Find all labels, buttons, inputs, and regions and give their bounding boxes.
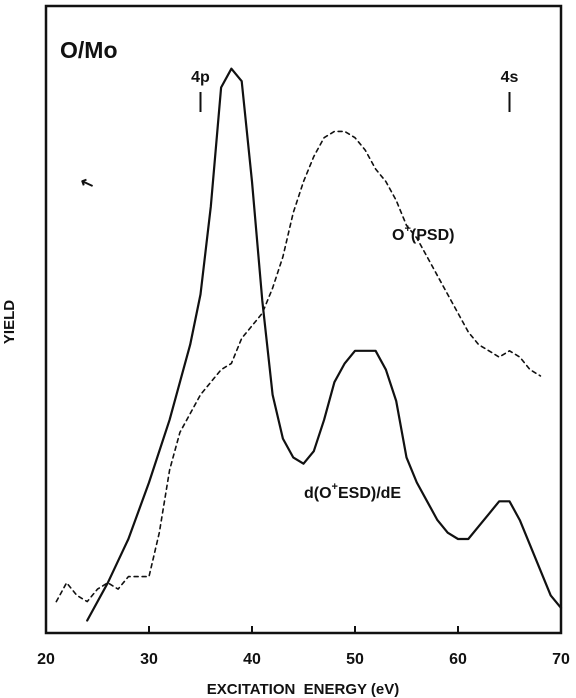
plot-frame <box>44 4 563 635</box>
series-labels: d(O+ESD)/dEO+(PSD) <box>304 223 454 502</box>
edge-markers: 4p 4s <box>191 69 519 112</box>
series-line-psd <box>55 130 542 603</box>
chart-title: O/Mo <box>60 37 118 63</box>
x-axis-label: EXCITATION ENERGY (eV) <box>207 681 400 698</box>
x-axis-ticks: 20 30 40 50 60 70 <box>37 626 570 668</box>
x-tick-label: 40 <box>243 651 261 668</box>
x-tick-label: 50 <box>346 651 364 668</box>
series-label-esd: d(O+ESD)/dE <box>304 481 401 502</box>
edge-marker-label: 4s <box>501 69 519 86</box>
x-tick-label: 60 <box>449 651 467 668</box>
x-tick-label: 70 <box>552 651 570 668</box>
stray-arrow-annotation: ↖ <box>78 174 96 195</box>
series-label-main: O <box>392 227 404 244</box>
y-axis-label: YIELD <box>1 300 18 344</box>
edge-marker-label: 4p <box>191 69 210 86</box>
series-label-sup: + <box>332 481 338 493</box>
series-label-rest: (PSD) <box>411 227 455 244</box>
series-line-esd <box>86 67 563 622</box>
series-group <box>55 67 563 622</box>
series-label-sup: + <box>404 223 410 235</box>
series-label-rest: ESD)/dE <box>338 485 401 502</box>
x-tick-label: 30 <box>140 651 158 668</box>
series-label-psd: O+(PSD) <box>392 223 454 244</box>
series-label-main: d(O <box>304 485 332 502</box>
x-tick-label: 20 <box>37 651 55 668</box>
